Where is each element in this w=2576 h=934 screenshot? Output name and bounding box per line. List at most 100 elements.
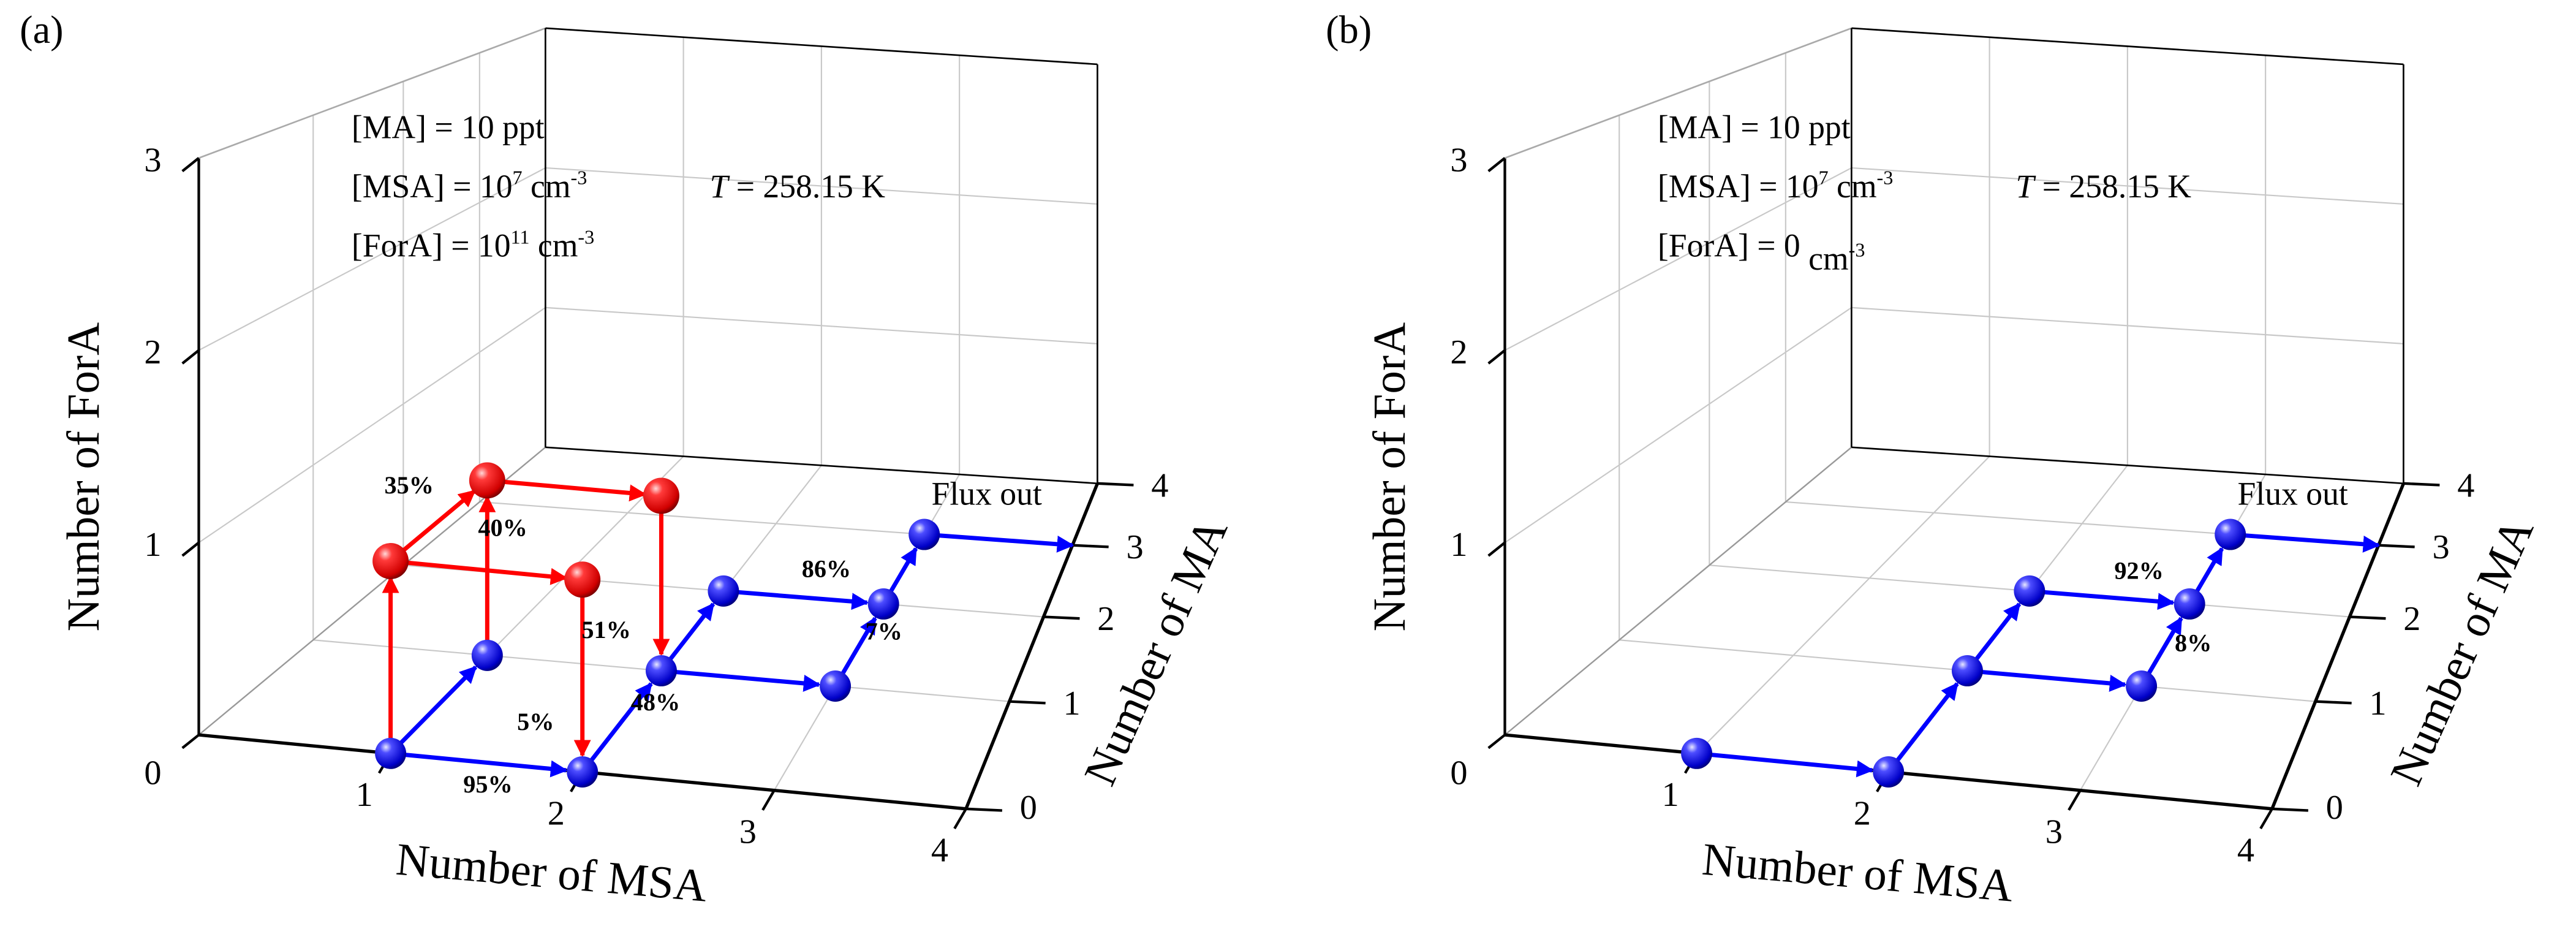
- ma-axis-title: Number of MA: [2381, 511, 2544, 792]
- fora-tick-label: 2: [144, 333, 161, 371]
- fora-tick: [181, 541, 200, 557]
- annotation-msa-part: -3: [1877, 167, 1894, 189]
- side-wall-gridline-fora: [198, 306, 546, 544]
- msa-tick: [953, 808, 967, 830]
- ma-axis: [2270, 482, 2405, 810]
- side-wall-gridline-fora: [1504, 167, 1852, 351]
- fora-tick-label: 1: [144, 526, 161, 564]
- box-top-left-edge: [198, 27, 546, 159]
- flux-arrow: [840, 617, 877, 675]
- msa-ma-cluster-node: [2174, 588, 2205, 620]
- ma-tick-label: 3: [2432, 528, 2449, 566]
- annotation-msa: [MSA] = 107 cm-3: [1658, 167, 1893, 205]
- flux-percentage-label: 51%: [581, 616, 630, 644]
- flux-arrow: [676, 670, 821, 692]
- msa-tick-label: 2: [1854, 794, 1871, 832]
- box-back-top-edge: [1851, 27, 2404, 66]
- ma-tick: [2403, 482, 2440, 487]
- fora-tick-label: 3: [1450, 141, 1467, 179]
- fora-tick: [1487, 541, 1506, 557]
- msa-ma-cluster-node: [1951, 655, 1983, 686]
- ma-tick-label: 1: [2370, 685, 2387, 723]
- ma-tick-label: 2: [1097, 600, 1114, 638]
- ma-axis: [964, 482, 1099, 810]
- ma-tick-label: 0: [1020, 789, 1037, 827]
- flux-arrow: [399, 665, 477, 745]
- msa-ma-cluster-node: [867, 588, 899, 620]
- ma-tick-label: 1: [1063, 685, 1081, 723]
- flux-percentage-label: 95%: [463, 770, 512, 798]
- ma-tick: [1009, 700, 1046, 705]
- back-wall-gridline-fora: [1851, 306, 2404, 344]
- ma-tick: [2272, 807, 2308, 812]
- msa-ma-cluster-node: [375, 737, 407, 769]
- flux-arrow: [738, 590, 869, 610]
- annotation-temperature: T = 258.15 K: [2016, 168, 2192, 205]
- axes-box: [181, 27, 1134, 830]
- flux-arrow: [1711, 753, 1874, 778]
- ma-tick: [1097, 482, 1134, 487]
- ma-tick: [2315, 700, 2352, 705]
- temperature-value: = 258.15 K: [2034, 168, 2191, 205]
- annotation-msa-part: [MSA] = 10: [1658, 168, 1819, 205]
- flux-arrow: [1982, 670, 2127, 692]
- annotation-msa-part: cm: [523, 168, 571, 205]
- flux-percentage-label: 92%: [2114, 556, 2163, 584]
- temperature-symbol: T: [710, 168, 730, 205]
- msa-tick-label: 1: [356, 776, 373, 814]
- annotation-msa-part: [MSA] = 10: [352, 168, 513, 205]
- fora-axis-title: Number of ForA: [58, 322, 109, 632]
- msa-ma-cluster-node: [1873, 756, 1905, 788]
- flux-arrow: [405, 560, 568, 585]
- cluster-nodes: [1681, 518, 2246, 788]
- flux-percentage-label: 48%: [631, 688, 680, 716]
- temperature-value: = 258.15 K: [728, 168, 885, 205]
- panel-label: (a): [20, 8, 63, 51]
- axes-box: [1487, 27, 2440, 830]
- panel-label: (b): [1326, 8, 1372, 51]
- annotation-fora-part: 11: [511, 226, 530, 248]
- floor-left-edge: [1504, 446, 1853, 736]
- fora-tick: [181, 734, 200, 750]
- flux-arrow: [405, 753, 568, 778]
- fora-tick-label: 2: [1450, 333, 1467, 371]
- box-back-top-edge: [545, 27, 1098, 66]
- temperature-symbol: T: [2016, 168, 2036, 205]
- ma-tick: [2349, 615, 2386, 620]
- fora-axis-title: Number of ForA: [1364, 322, 1415, 632]
- ma-tick-label: 4: [1151, 466, 1168, 504]
- annotation-msa-part: cm: [1829, 168, 1877, 205]
- msa-tick: [2068, 789, 2082, 811]
- flux-percentage-label: 8%: [2175, 629, 2212, 656]
- fora-cluster-node: [469, 462, 505, 499]
- flux-arrows: [382, 479, 1075, 778]
- msa-ma-cluster-node: [2126, 670, 2158, 702]
- msa-ma-cluster-node: [471, 639, 503, 671]
- fora-tick-label: 0: [1450, 754, 1467, 792]
- fora-cluster-node: [372, 543, 409, 580]
- fora-tick: [1487, 157, 1506, 172]
- annotation-fora-part: cm: [530, 227, 578, 264]
- annotation-fora: [ForA] = 1011 cm-3: [352, 226, 594, 264]
- ma-tick: [1043, 615, 1080, 620]
- flux-percentage-label: 40%: [478, 514, 527, 542]
- fora-tick: [1487, 734, 1506, 750]
- flux-out-label: Flux out: [2238, 476, 2348, 512]
- flux-arrow: [2195, 547, 2224, 593]
- box-top-left-edge: [1505, 27, 1852, 159]
- annotation-msa: [MSA] = 107 cm-3: [352, 167, 587, 205]
- annotation-temperature: T = 258.15 K: [710, 168, 886, 205]
- fora-tick-label: 0: [144, 754, 161, 792]
- flux-out-arrow: [2245, 533, 2381, 553]
- annotation-fora-part: [ForA] = 0: [1658, 227, 1800, 264]
- msa-ma-cluster-node: [708, 575, 739, 607]
- flux-percentage-label: 5%: [517, 708, 554, 735]
- flux-arrow: [1974, 602, 2022, 661]
- ma-tick-label: 0: [2326, 789, 2343, 827]
- flux-arrow: [400, 489, 476, 553]
- flux-out-arrow: [939, 533, 1075, 553]
- annotation-fora-part: cm: [1800, 240, 1849, 277]
- back-wall-gridline-fora: [545, 306, 1098, 344]
- annotation-msa-part: -3: [571, 167, 587, 189]
- fora-tick: [181, 157, 200, 172]
